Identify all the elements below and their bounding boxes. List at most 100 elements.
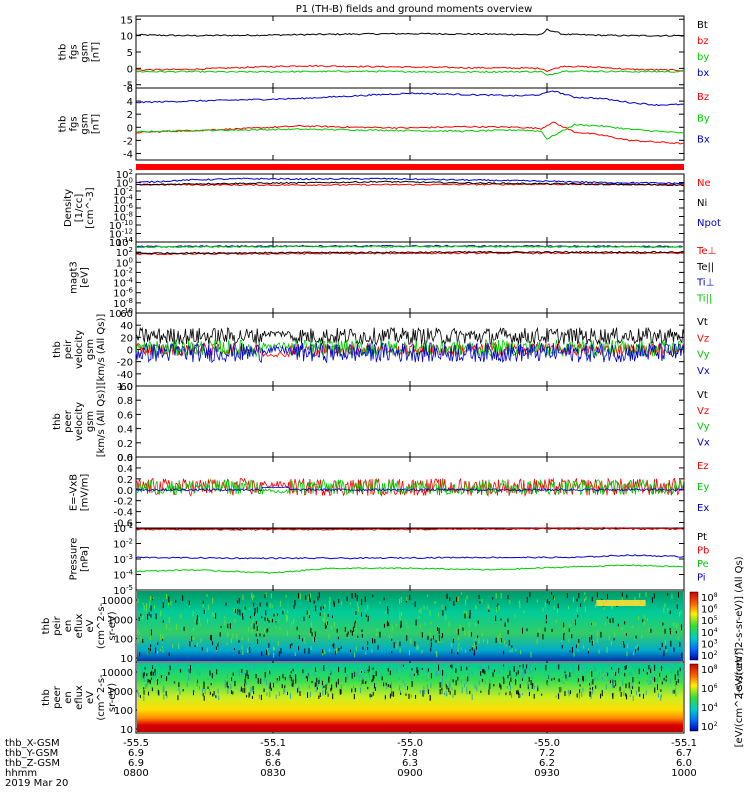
spectrogram-speck	[252, 619, 254, 623]
spectrogram-speck	[253, 623, 255, 629]
spectrogram-speck	[658, 693, 660, 698]
spectrogram-speck	[192, 690, 194, 696]
spectrogram-speck	[577, 649, 579, 652]
spectrogram-speck	[265, 592, 267, 598]
spectrogram-speck	[576, 598, 578, 602]
spectrogram-speck	[434, 601, 436, 604]
spectrogram-speck	[206, 594, 208, 597]
spectrogram-speck	[475, 622, 477, 627]
spectrogram-speck	[446, 693, 448, 697]
y-tick-label: 1.0	[117, 382, 133, 393]
spectrogram-speck	[541, 693, 543, 696]
spectrogram-speck	[218, 695, 220, 701]
spectrogram-speck	[451, 664, 453, 669]
spectrogram-speck	[333, 602, 335, 607]
spectrogram-speck	[313, 600, 315, 604]
spectrogram-speck	[256, 606, 258, 613]
spectrogram-speck	[143, 605, 145, 611]
spectrogram-speck	[407, 625, 409, 629]
spectrogram-speck	[259, 602, 261, 607]
spectrogram-speck	[389, 693, 391, 699]
x-axis-value: 8.4	[265, 748, 281, 759]
colorbar-rect	[689, 663, 699, 732]
spectrogram-speck	[473, 643, 475, 649]
spectrogram-speck	[203, 695, 205, 701]
spectrogram-speck	[272, 682, 274, 688]
spectrogram-speck	[615, 668, 617, 673]
spectrogram-speck	[144, 674, 146, 678]
spectrogram-speck	[596, 592, 598, 598]
spectrogram-speck	[398, 677, 400, 680]
spectrogram-speck	[247, 674, 249, 680]
spectrogram-speck	[232, 633, 234, 639]
spectrogram-speck	[173, 669, 175, 672]
spectrogram-speck	[367, 686, 369, 690]
spectrogram-speck	[336, 647, 338, 654]
spectrogram-speck	[314, 673, 316, 677]
spectrogram-speck	[191, 643, 193, 646]
spectrogram-speck	[324, 611, 326, 618]
spectrogram-speck	[349, 602, 351, 605]
spectrogram-speck	[579, 689, 581, 694]
spectrogram-speck	[193, 637, 195, 641]
spectrogram-speck	[665, 675, 667, 678]
spectrogram-speck	[531, 670, 533, 674]
spectrogram-speck	[439, 682, 441, 688]
spectrogram-speck	[239, 609, 241, 616]
spectrogram-speck	[351, 672, 353, 679]
spectrogram-speck	[322, 649, 324, 654]
spectrogram-speck	[646, 617, 648, 621]
spectrogram-speck	[623, 641, 625, 645]
spectrogram-speck	[606, 671, 608, 677]
spectrogram-speck	[177, 695, 179, 701]
spectrogram-speck	[411, 668, 413, 671]
spectrogram-speck	[150, 671, 152, 676]
spectrogram-speck	[168, 671, 170, 676]
spectrogram-speck	[440, 682, 442, 688]
spectrogram-speck	[259, 633, 261, 637]
spectrogram-speck	[286, 617, 288, 623]
spectrogram-speck	[581, 667, 583, 672]
spectrogram-speck	[269, 682, 271, 689]
legend-entry: Vx	[697, 437, 710, 448]
spectrogram-speck	[254, 607, 256, 614]
spectrogram-speck	[361, 679, 363, 686]
spectrogram-speck	[189, 641, 191, 647]
spectrogram-speck	[671, 594, 673, 599]
spectrogram-speck	[379, 601, 381, 604]
spectrogram-speck	[238, 609, 240, 613]
spectrogram-speck	[624, 631, 626, 636]
spectrogram-speck	[308, 610, 310, 616]
panel-label-line: [nT]	[91, 114, 102, 134]
spectrogram-speck	[663, 677, 665, 681]
spectrogram-speck	[236, 600, 238, 604]
spectrogram-speck	[310, 646, 312, 650]
spectrogram-speck	[663, 607, 665, 613]
spectrogram-speck	[508, 681, 510, 686]
spectrogram-hotspot	[596, 600, 646, 606]
spectrogram-speck	[475, 646, 477, 650]
spectrogram-speck	[623, 644, 625, 648]
spectrogram-speck	[648, 627, 650, 632]
spectrogram-speck	[625, 633, 627, 636]
spectrogram-speck	[288, 675, 290, 681]
spectrogram-speck	[142, 615, 144, 620]
spectrogram-speck	[215, 612, 217, 619]
spectrogram-speck	[488, 609, 490, 613]
spectrogram-speck	[138, 616, 140, 621]
spectrogram-speck	[449, 597, 451, 601]
spectrogram-speck	[536, 638, 538, 645]
spectrogram-speck	[292, 668, 294, 672]
spectrogram-speck	[322, 684, 324, 690]
spectrogram-speck	[293, 604, 295, 610]
spectrogram-speck	[338, 666, 340, 673]
spectrogram-speck	[521, 678, 523, 681]
spectrogram-speck	[455, 680, 457, 686]
spectrogram-speck	[325, 684, 327, 691]
spectrogram-speck	[192, 636, 194, 641]
panel-frame	[135, 15, 685, 89]
spectrogram-speck	[469, 612, 471, 619]
spectrogram-speck	[448, 687, 450, 692]
spectrogram-speck	[460, 647, 462, 650]
spectrogram-speck	[568, 628, 570, 632]
